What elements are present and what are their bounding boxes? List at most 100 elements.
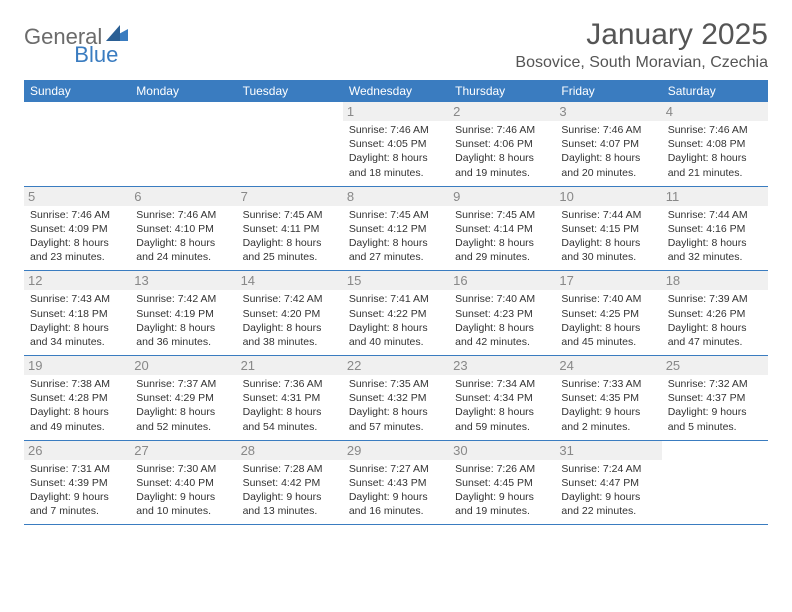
day-number: 28	[237, 441, 343, 460]
day-info: Sunrise: 7:33 AMSunset: 4:35 PMDaylight:…	[561, 377, 655, 434]
day-header: Saturday	[662, 80, 768, 102]
calendar-cell: 12 Sunrise: 7:43 AMSunset: 4:18 PMDayligh…	[24, 271, 130, 355]
calendar-cell: 17 Sunrise: 7:40 AMSunset: 4:25 PMDayligh…	[555, 271, 661, 355]
day-info: Sunrise: 7:40 AMSunset: 4:25 PMDaylight:…	[561, 292, 655, 349]
calendar-cell: 11 Sunrise: 7:44 AMSunset: 4:16 PMDayligh…	[662, 187, 768, 271]
day-number: 5	[24, 187, 130, 206]
calendar-cell: 15 Sunrise: 7:41 AMSunset: 4:22 PMDayligh…	[343, 271, 449, 355]
calendar-cell	[237, 102, 343, 186]
calendar-cell: 9 Sunrise: 7:45 AMSunset: 4:14 PMDaylight…	[449, 187, 555, 271]
day-info: Sunrise: 7:45 AMSunset: 4:14 PMDaylight:…	[455, 208, 549, 265]
day-info: Sunrise: 7:43 AMSunset: 4:18 PMDaylight:…	[30, 292, 124, 349]
day-number: 2	[449, 102, 555, 121]
calendar-cell: 8Sunrise: 7:45 AMSunset: 4:12 PMDaylight…	[343, 187, 449, 271]
page-title: January 2025	[515, 18, 768, 52]
day-info: Sunrise: 7:27 AMSunset: 4:43 PMDaylight:…	[349, 462, 443, 519]
calendar-grid: 1Sunrise: 7:46 AMSunset: 4:05 PMDaylight…	[24, 102, 768, 525]
day-number: 13	[130, 271, 236, 290]
day-number: 25	[662, 356, 768, 375]
title-block: January 2025 Bosovice, South Moravian, C…	[515, 18, 768, 72]
logo-text-b: Blue	[74, 42, 118, 68]
day-info: Sunrise: 7:32 AMSunset: 4:37 PMDaylight:…	[668, 377, 762, 434]
calendar-cell: 29 Sunrise: 7:27 AMSunset: 4:43 PMDayligh…	[343, 441, 449, 525]
calendar-cell	[662, 441, 768, 525]
day-info: Sunrise: 7:38 AMSunset: 4:28 PMDaylight:…	[30, 377, 124, 434]
day-info: Sunrise: 7:40 AMSunset: 4:23 PMDaylight:…	[455, 292, 549, 349]
day-number: 1	[343, 102, 449, 121]
day-number: 23	[449, 356, 555, 375]
calendar-cell: 6 Sunrise: 7:46 AMSunset: 4:10 PMDaylight…	[130, 187, 236, 271]
day-number: 31	[555, 441, 661, 460]
calendar-cell	[130, 102, 236, 186]
calendar-cell: 7Sunrise: 7:45 AMSunset: 4:11 PMDaylight…	[237, 187, 343, 271]
day-number: 17	[555, 271, 661, 290]
day-info: Sunrise: 7:24 AMSunset: 4:47 PMDaylight:…	[561, 462, 655, 519]
day-number: 20	[130, 356, 236, 375]
day-number: 26	[24, 441, 130, 460]
day-number: 3	[555, 102, 661, 121]
logo: General Blue	[24, 18, 176, 50]
day-header: Monday	[130, 80, 236, 102]
day-info: Sunrise: 7:28 AMSunset: 4:42 PMDaylight:…	[243, 462, 337, 519]
calendar-cell: 10 Sunrise: 7:44 AMSunset: 4:15 PMDayligh…	[555, 187, 661, 271]
day-info: Sunrise: 7:36 AMSunset: 4:31 PMDaylight:…	[243, 377, 337, 434]
day-info: Sunrise: 7:26 AMSunset: 4:45 PMDaylight:…	[455, 462, 549, 519]
calendar-cell: 5Sunrise: 7:46 AMSunset: 4:09 PMDaylight…	[24, 187, 130, 271]
week-row: 5Sunrise: 7:46 AMSunset: 4:09 PMDaylight…	[24, 187, 768, 272]
day-header: Thursday	[449, 80, 555, 102]
calendar-cell: 14 Sunrise: 7:42 AMSunset: 4:20 PMDayligh…	[237, 271, 343, 355]
calendar-cell: 18 Sunrise: 7:39 AMSunset: 4:26 PMDayligh…	[662, 271, 768, 355]
day-number: 16	[449, 271, 555, 290]
day-number: 14	[237, 271, 343, 290]
day-info: Sunrise: 7:44 AMSunset: 4:15 PMDaylight:…	[561, 208, 655, 265]
week-row: 1Sunrise: 7:46 AMSunset: 4:05 PMDaylight…	[24, 102, 768, 187]
calendar-cell: 16 Sunrise: 7:40 AMSunset: 4:23 PMDayligh…	[449, 271, 555, 355]
location-text: Bosovice, South Moravian, Czechia	[515, 54, 768, 72]
day-header: Tuesday	[237, 80, 343, 102]
day-number: 19	[24, 356, 130, 375]
calendar-cell: 3 Sunrise: 7:46 AMSunset: 4:07 PMDaylight…	[555, 102, 661, 186]
day-info: Sunrise: 7:42 AMSunset: 4:20 PMDaylight:…	[243, 292, 337, 349]
day-number: 11	[662, 187, 768, 206]
calendar-cell: 23 Sunrise: 7:34 AMSunset: 4:34 PMDayligh…	[449, 356, 555, 440]
day-info: Sunrise: 7:46 AMSunset: 4:10 PMDaylight:…	[136, 208, 230, 265]
calendar-cell: 4 Sunrise: 7:46 AMSunset: 4:08 PMDaylight…	[662, 102, 768, 186]
day-info: Sunrise: 7:44 AMSunset: 4:16 PMDaylight:…	[668, 208, 762, 265]
day-number: 18	[662, 271, 768, 290]
day-info: Sunrise: 7:41 AMSunset: 4:22 PMDaylight:…	[349, 292, 443, 349]
calendar-cell: 19 Sunrise: 7:38 AMSunset: 4:28 PMDayligh…	[24, 356, 130, 440]
day-number: 30	[449, 441, 555, 460]
day-number: 12	[24, 271, 130, 290]
day-header: Sunday	[24, 80, 130, 102]
day-number: 7	[237, 187, 343, 206]
day-number: 6	[130, 187, 236, 206]
day-number: 22	[343, 356, 449, 375]
day-number: 10	[555, 187, 661, 206]
header: General Blue January 2025 Bosovice, Sout…	[24, 18, 768, 72]
day-info: Sunrise: 7:34 AMSunset: 4:34 PMDaylight:…	[455, 377, 549, 434]
day-info: Sunrise: 7:35 AMSunset: 4:32 PMDaylight:…	[349, 377, 443, 434]
calendar-cell: 21Sunrise: 7:36 AMSunset: 4:31 PMDayligh…	[237, 356, 343, 440]
calendar-cell: 28 Sunrise: 7:28 AMSunset: 4:42 PMDayligh…	[237, 441, 343, 525]
day-info: Sunrise: 7:31 AMSunset: 4:39 PMDaylight:…	[30, 462, 124, 519]
day-number: 9	[449, 187, 555, 206]
calendar-cell: 2 Sunrise: 7:46 AMSunset: 4:06 PMDaylight…	[449, 102, 555, 186]
day-number: 15	[343, 271, 449, 290]
calendar-cell: 26 Sunrise: 7:31 AMSunset: 4:39 PMDayligh…	[24, 441, 130, 525]
day-info: Sunrise: 7:37 AMSunset: 4:29 PMDaylight:…	[136, 377, 230, 434]
calendar-cell: 20 Sunrise: 7:37 AMSunset: 4:29 PMDayligh…	[130, 356, 236, 440]
day-number: 29	[343, 441, 449, 460]
calendar-cell: 22 Sunrise: 7:35 AMSunset: 4:32 PMDayligh…	[343, 356, 449, 440]
day-number: 8	[343, 187, 449, 206]
calendar-cell: 25 Sunrise: 7:32 AMSunset: 4:37 PMDayligh…	[662, 356, 768, 440]
day-info: Sunrise: 7:46 AMSunset: 4:08 PMDaylight:…	[668, 123, 762, 180]
day-info: Sunrise: 7:46 AMSunset: 4:06 PMDaylight:…	[455, 123, 549, 180]
day-info: Sunrise: 7:30 AMSunset: 4:40 PMDaylight:…	[136, 462, 230, 519]
day-number: 4	[662, 102, 768, 121]
day-number: 24	[555, 356, 661, 375]
calendar-cell	[24, 102, 130, 186]
day-info: Sunrise: 7:39 AMSunset: 4:26 PMDaylight:…	[668, 292, 762, 349]
day-headers-row: SundayMondayTuesdayWednesdayThursdayFrid…	[24, 80, 768, 102]
day-header: Friday	[555, 80, 661, 102]
day-info: Sunrise: 7:46 AMSunset: 4:07 PMDaylight:…	[561, 123, 655, 180]
